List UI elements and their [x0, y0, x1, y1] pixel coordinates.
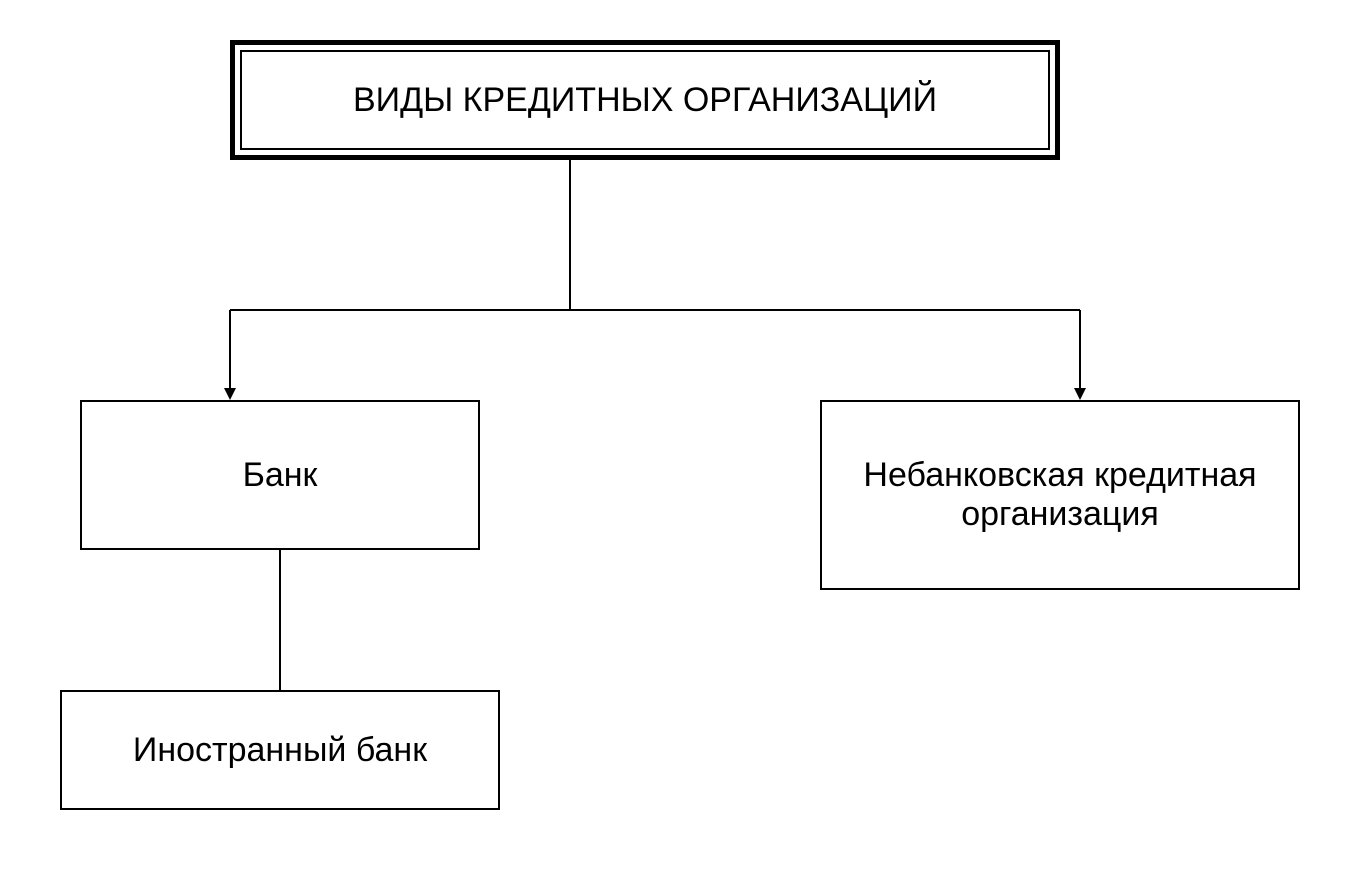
node-title-label: ВИДЫ КРЕДИТНЫХ ОРГАНИЗАЦИЙ	[353, 81, 937, 120]
org-tree-diagram: ВИДЫ КРЕДИТНЫХ ОРГАНИЗАЦИЙ Банк Небанков…	[0, 0, 1368, 872]
node-foreign-bank-label: Иностранный банк	[133, 731, 427, 770]
node-nonbank: Небанковская кредитная организация	[820, 400, 1300, 590]
node-bank: Банк	[80, 400, 480, 550]
node-title: ВИДЫ КРЕДИТНЫХ ОРГАНИЗАЦИЙ	[230, 40, 1060, 160]
node-nonbank-label: Небанковская кредитная организация	[830, 456, 1290, 534]
node-bank-label: Банк	[243, 456, 318, 495]
node-foreign-bank: Иностранный банк	[60, 690, 500, 810]
node-title-inner: ВИДЫ КРЕДИТНЫХ ОРГАНИЗАЦИЙ	[240, 50, 1050, 150]
